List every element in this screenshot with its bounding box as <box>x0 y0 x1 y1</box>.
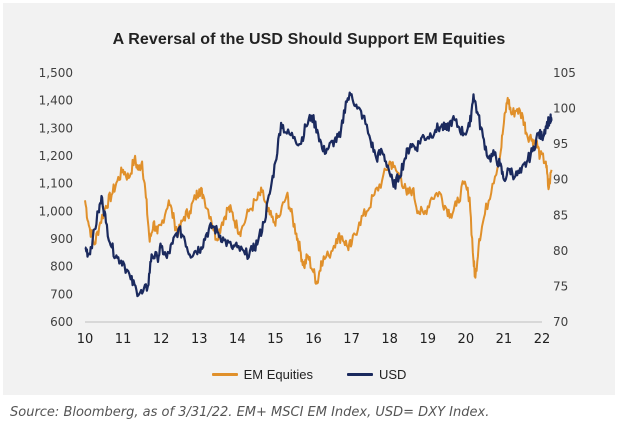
x-tick-label: 22 <box>534 332 551 347</box>
y-left-tick-label: 900 <box>50 232 73 246</box>
y-right-tick-label: 105 <box>553 66 576 80</box>
legend-swatch-em <box>211 373 238 376</box>
y-left-tick-label: 1,500 <box>39 66 73 80</box>
y-right-tick-label: 95 <box>553 137 568 151</box>
y-left-tick-label: 600 <box>50 315 73 329</box>
series-usd-line <box>84 91 553 298</box>
y-right-tick-label: 80 <box>553 244 568 258</box>
x-tick-label: 11 <box>115 332 132 347</box>
y-left-tick-label: 1,400 <box>39 94 73 108</box>
y-right-tick-label: 70 <box>553 315 568 329</box>
x-tick-label: 17 <box>343 332 360 347</box>
legend-item-em: EM Equities <box>211 367 313 382</box>
x-tick-label: 20 <box>458 332 475 347</box>
y-left-tick-label: 1,200 <box>39 149 73 163</box>
legend-label-usd: USD <box>378 367 407 382</box>
y-right-tick-label: 100 <box>553 102 576 116</box>
legend-swatch-usd <box>346 373 373 376</box>
x-axis-ticks: 10 11 12 13 14 15 16 17 18 19 20 21 22 <box>77 332 551 347</box>
x-tick-label: 12 <box>153 332 170 347</box>
line-chart: 1,500 1,400 1,300 1,200 1,100 1,000 900 800 700 6… <box>39 66 576 347</box>
y-right-tick-label: 90 <box>553 173 568 187</box>
x-tick-label: 21 <box>496 332 513 347</box>
x-tick-label: 16 <box>305 332 322 347</box>
y-right-tick-label: 75 <box>553 279 568 293</box>
source-note: Source: Bloomberg, as of 3/31/22. EM+ MS… <box>10 405 490 420</box>
y-left-tick-label: 1,100 <box>39 177 73 191</box>
y-left-tick-label: 800 <box>50 260 73 274</box>
legend-label-em: EM Equities <box>243 367 313 382</box>
chart-card: A Reversal of the USD Should Support EM … <box>3 3 615 395</box>
x-tick-label: 18 <box>381 332 398 347</box>
y-left-tick-label: 1,300 <box>39 121 73 135</box>
y-left-tick-label: 700 <box>50 287 73 301</box>
x-tick-label: 19 <box>419 332 436 347</box>
x-tick-label: 15 <box>267 332 284 347</box>
x-tick-label: 13 <box>191 332 208 347</box>
y-right-tick-label: 85 <box>553 208 568 222</box>
legend: EM Equities USD <box>3 367 615 382</box>
x-tick-label: 14 <box>229 332 246 347</box>
series-em-equities-line <box>84 96 553 285</box>
legend-item-usd: USD <box>346 367 407 382</box>
x-tick-label: 10 <box>77 332 94 347</box>
y-left-tick-label: 1,000 <box>39 204 73 218</box>
y-axis-left: 1,500 1,400 1,300 1,200 1,100 1,000 900 800 700 6… <box>39 66 73 329</box>
chart-title: A Reversal of the USD Should Support EM … <box>112 31 506 48</box>
y-axis-right: 105 100 95 90 85 80 75 70 <box>553 66 576 329</box>
